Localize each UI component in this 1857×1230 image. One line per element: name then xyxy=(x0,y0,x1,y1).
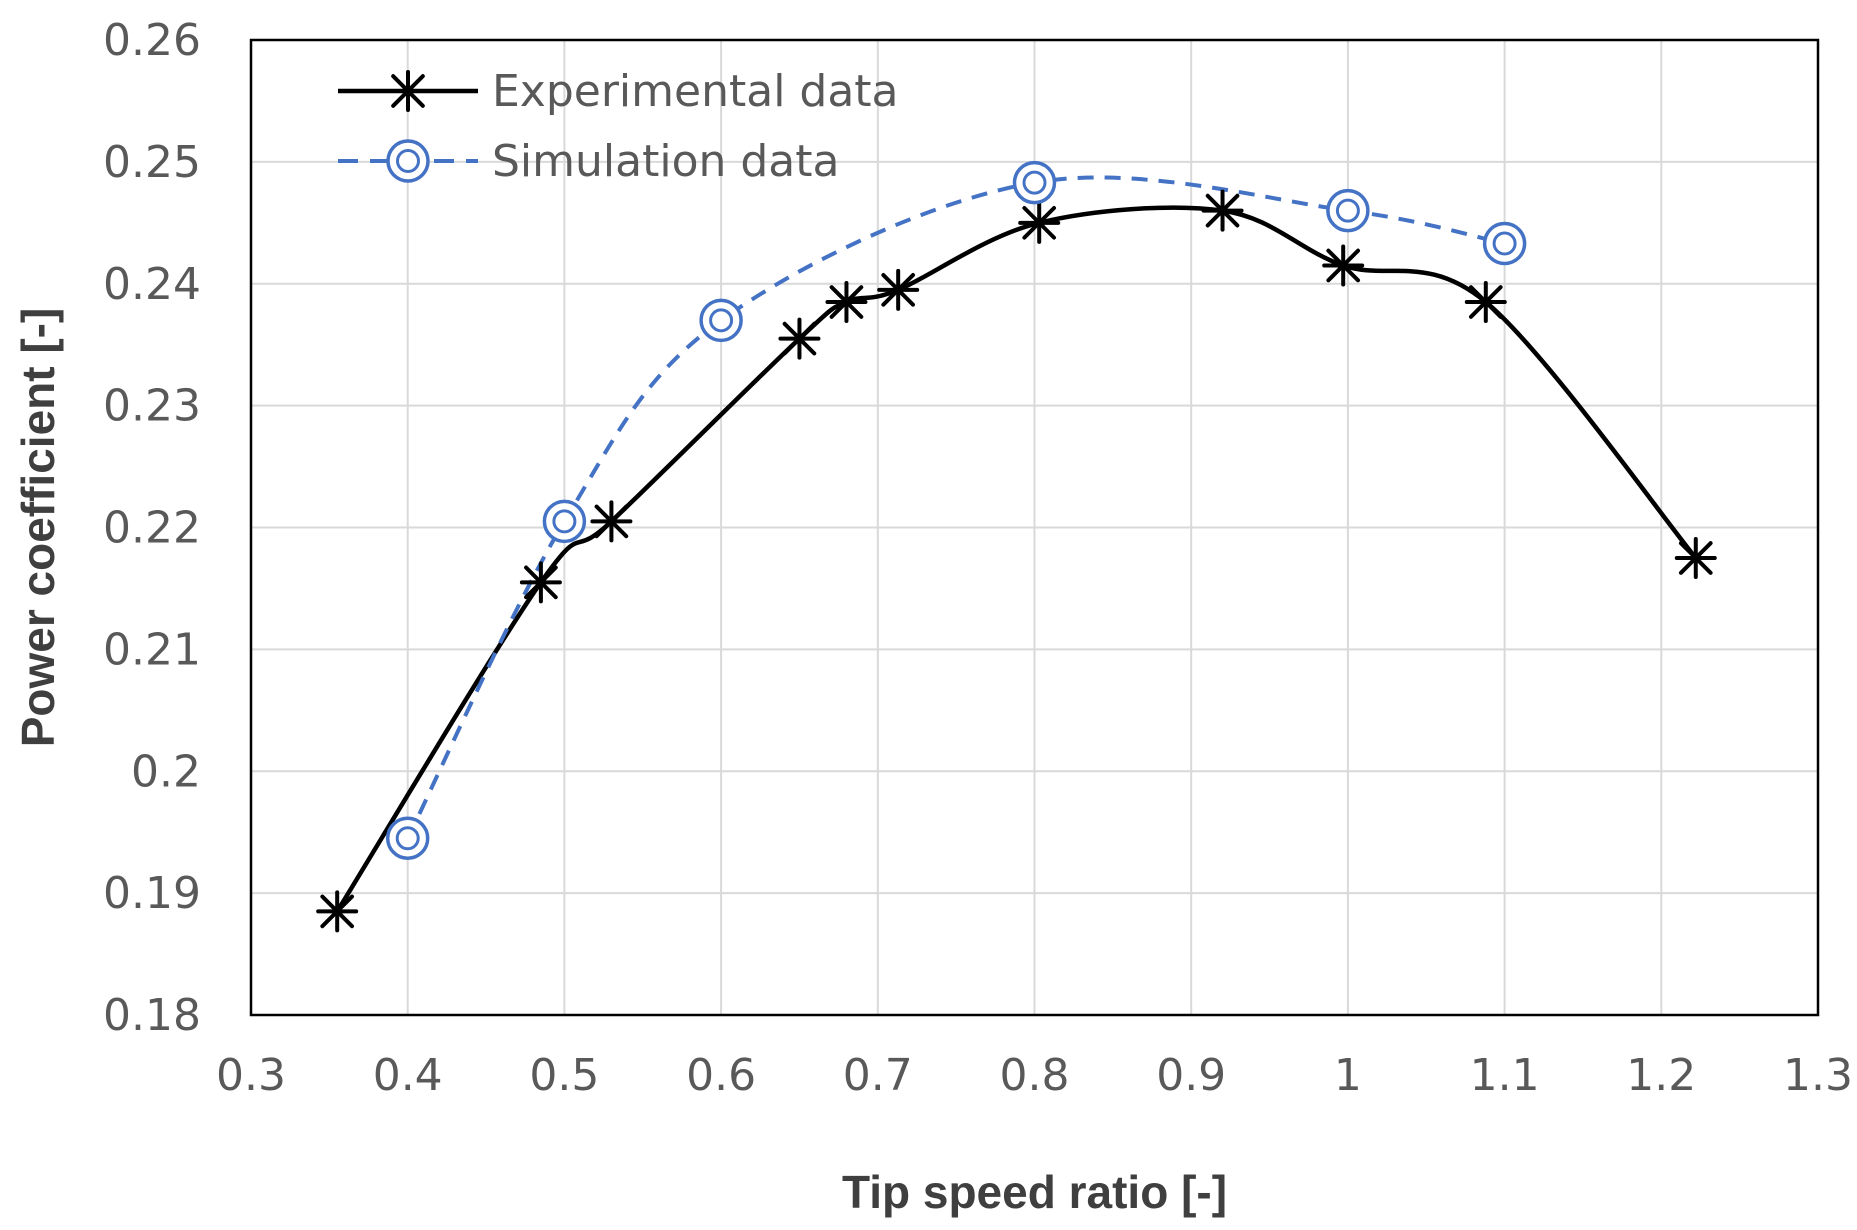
experimental-data-point xyxy=(590,500,633,543)
experimental-data-point xyxy=(519,561,562,604)
experimental-data-point xyxy=(1674,536,1717,579)
simulation-data-point xyxy=(1012,160,1057,205)
y-tick-label: 0.23 xyxy=(103,381,201,432)
legend-label-experimental: Experimental data xyxy=(492,66,899,117)
y-tick-label: 0.22 xyxy=(103,503,201,554)
x-tick-label: 0.4 xyxy=(373,1050,443,1101)
grid-lines xyxy=(251,40,1818,1015)
x-tick-label: 0.3 xyxy=(216,1050,286,1101)
legend-item-simulation xyxy=(338,139,478,183)
x-tick-label: 0.9 xyxy=(1156,1050,1226,1101)
x-tick-label: 0.7 xyxy=(843,1050,913,1101)
experimental-data-point xyxy=(778,317,821,360)
simulation-data-point xyxy=(385,816,430,861)
legend: Experimental data Simulation data xyxy=(338,66,899,187)
simulation-data-point xyxy=(542,499,587,544)
simulation-data-point xyxy=(1482,221,1527,266)
legend-item-experimental xyxy=(338,70,478,112)
y-tick-label: 0.2 xyxy=(131,746,201,797)
experimental-data-point xyxy=(825,281,868,324)
x-tick-label: 0.6 xyxy=(686,1050,756,1101)
legend-label-simulation: Simulation data xyxy=(492,136,839,187)
y-tick-label: 0.24 xyxy=(103,259,201,310)
y-tick-label: 0.21 xyxy=(103,624,201,675)
x-tick-label: 1.3 xyxy=(1783,1050,1853,1101)
simulation-data-point xyxy=(699,298,743,343)
x-tick-label: 1.2 xyxy=(1626,1050,1696,1101)
y-tick-label: 0.26 xyxy=(103,15,201,66)
y-tick-label: 0.19 xyxy=(103,868,201,919)
simulation-data-point xyxy=(1326,188,1370,233)
x-axis-title: Tip speed ratio [-] xyxy=(842,1166,1227,1218)
legend-marker-experimental xyxy=(387,70,429,112)
experimental-data-point xyxy=(1018,201,1061,244)
y-tick-label: 0.18 xyxy=(103,990,201,1041)
x-tick-label: 1 xyxy=(1334,1050,1362,1101)
x-tick-label: 0.5 xyxy=(529,1050,599,1101)
x-tick-label: 0.8 xyxy=(1000,1050,1070,1101)
experimental-data-point xyxy=(1322,244,1365,287)
y-axis-title: Power coefficient [-] xyxy=(12,308,64,748)
data-series xyxy=(335,175,1698,913)
experimental-data-point xyxy=(877,268,920,311)
experimental-data-point xyxy=(316,890,359,933)
x-tick-label: 1.1 xyxy=(1470,1050,1540,1101)
plot-area-border xyxy=(249,38,1820,1017)
experimental-data-point xyxy=(1464,281,1507,324)
y-tick-label: 0.25 xyxy=(103,137,201,188)
experimental-data-point xyxy=(1201,189,1244,232)
axes: 0.3 0.4 0.5 0.6 0.7 0.8 0.9 1 1.1 1.2 1.3 0.18 0.19 0… xyxy=(103,15,1853,1101)
legend-marker-simulation xyxy=(386,139,430,183)
data-markers xyxy=(316,160,1717,933)
